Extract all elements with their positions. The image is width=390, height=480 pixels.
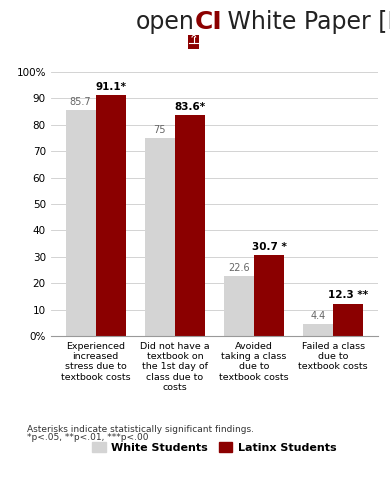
Bar bbox=[175, 115, 205, 336]
Bar bbox=[145, 138, 175, 336]
Text: 12.3 **: 12.3 ** bbox=[328, 290, 369, 300]
Text: 30.7 *: 30.7 * bbox=[252, 242, 287, 252]
Text: 91.1*: 91.1* bbox=[95, 83, 126, 92]
Text: White Paper [Excerpt]: White Paper [Excerpt] bbox=[220, 10, 390, 34]
Bar bbox=[66, 110, 96, 336]
Bar bbox=[303, 324, 333, 336]
Text: 75: 75 bbox=[154, 125, 166, 135]
Text: open: open bbox=[136, 10, 195, 34]
Text: 85.7: 85.7 bbox=[70, 96, 91, 107]
Bar bbox=[254, 255, 284, 336]
Text: 4.4: 4.4 bbox=[311, 311, 326, 321]
Bar bbox=[333, 303, 363, 336]
Bar bbox=[96, 96, 126, 336]
Text: 83.6*: 83.6* bbox=[174, 102, 206, 112]
Text: 22.6: 22.6 bbox=[228, 263, 250, 273]
Text: Asterisks indicate statistically significant findings.: Asterisks indicate statistically signifi… bbox=[27, 425, 254, 434]
Text: *p<.05, **p<.01, ***p<.00: *p<.05, **p<.01, ***p<.00 bbox=[27, 433, 149, 442]
Text: CI: CI bbox=[195, 10, 223, 34]
Legend: White Students, Latinx Students: White Students, Latinx Students bbox=[88, 438, 341, 457]
Bar bbox=[224, 276, 254, 336]
